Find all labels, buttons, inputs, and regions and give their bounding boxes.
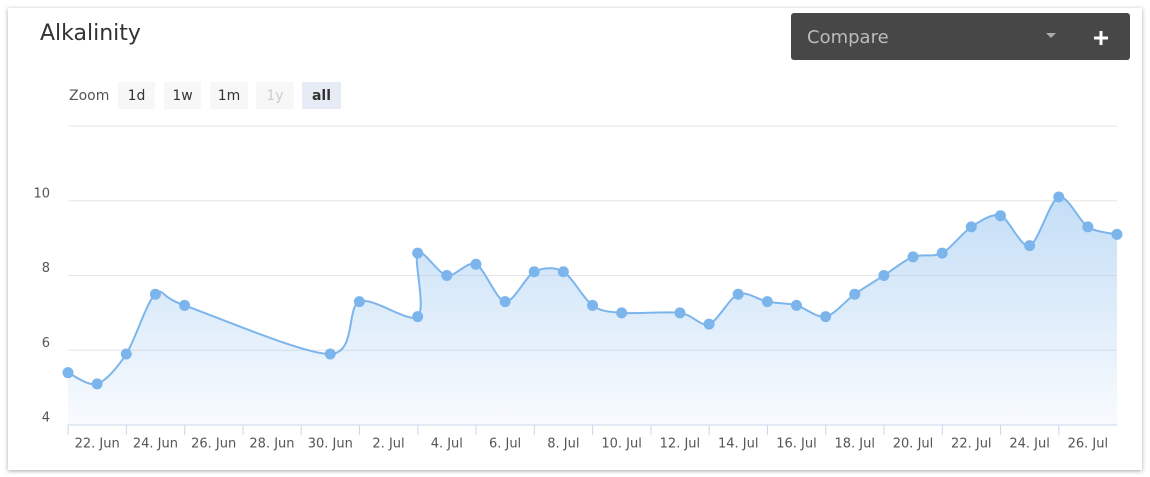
x-tick-label: 12. Jul — [660, 437, 701, 452]
x-tick-label: 4. Jul — [431, 437, 463, 452]
x-tick-label: 26. Jun — [191, 437, 236, 452]
chart-title: Alkalinity — [40, 21, 141, 46]
point — [179, 299, 191, 311]
point — [703, 318, 715, 330]
compare-box[interactable] — [791, 13, 1130, 60]
point — [849, 288, 861, 300]
zoom-button-label[interactable]: 1d — [128, 88, 146, 104]
point — [790, 299, 802, 311]
point — [91, 378, 103, 390]
point — [994, 210, 1006, 222]
x-tick-label: 2. Jul — [372, 437, 404, 452]
y-tick-label: 6 — [42, 336, 50, 351]
point — [761, 296, 773, 308]
x-tick-label: 24. Jul — [1009, 437, 1050, 452]
x-tick-label: 6. Jul — [489, 437, 521, 452]
point — [149, 288, 161, 300]
point — [732, 288, 744, 300]
dropdown-caret[interactable] — [1046, 33, 1056, 38]
x-tick-label: 18. Jul — [835, 437, 876, 452]
x-tick-label: 26. Jul — [1068, 437, 1109, 452]
point — [353, 296, 365, 308]
point — [412, 311, 424, 323]
point — [616, 307, 628, 319]
point — [528, 266, 540, 278]
x-tick-label: 22. Jun — [75, 437, 120, 452]
x-tick-label: 16. Jul — [776, 437, 817, 452]
zoom-button-label[interactable]: all — [312, 88, 331, 104]
x-tick-label: 30. Jun — [308, 437, 353, 452]
x-tick-label: 22. Jul — [951, 437, 992, 452]
point — [1053, 191, 1065, 203]
zoom-button-label[interactable]: 1m — [218, 88, 241, 104]
zoom-button-label: 1y — [266, 88, 283, 104]
y-tick-label: 8 — [42, 261, 50, 276]
point — [62, 367, 74, 379]
plus-icon[interactable] — [1094, 31, 1108, 45]
area — [68, 196, 1117, 425]
point — [965, 221, 977, 233]
y-tick-label: 10 — [33, 186, 50, 201]
point — [878, 270, 890, 281]
point — [441, 270, 453, 281]
zoom-button[interactable] — [210, 82, 248, 109]
zoom-label: Zoom — [69, 88, 109, 104]
zoom-button-label[interactable]: 1w — [172, 88, 192, 104]
point — [587, 299, 598, 311]
zoom-button — [256, 82, 294, 109]
point — [470, 258, 482, 270]
zoom-button[interactable] — [118, 82, 155, 109]
point — [936, 247, 948, 259]
x-tick-label: 10. Jul — [601, 437, 642, 452]
point — [1024, 240, 1036, 252]
compare-label[interactable]: Compare — [807, 27, 889, 48]
y-tick-label: 4 — [42, 411, 50, 426]
x-tick-label: 28. Jun — [249, 437, 294, 452]
zoom-button[interactable] — [164, 82, 201, 109]
point — [412, 247, 424, 259]
point — [820, 311, 832, 323]
add-button[interactable] — [1086, 24, 1116, 52]
point — [120, 348, 132, 360]
x-tick-label: 20. Jul — [893, 437, 934, 452]
x-tick-label: 14. Jul — [718, 437, 759, 452]
point — [1111, 228, 1123, 240]
point — [499, 296, 511, 308]
compare-dropdown[interactable]: Compare — [791, 13, 1130, 60]
x-tick-label: 24. Jun — [133, 437, 178, 452]
x-tick-label: 8. Jul — [547, 437, 579, 452]
point — [557, 266, 569, 278]
point — [1082, 221, 1094, 233]
zoom-button[interactable] — [302, 82, 341, 109]
point — [907, 251, 919, 263]
point — [674, 307, 686, 319]
point — [324, 348, 336, 360]
